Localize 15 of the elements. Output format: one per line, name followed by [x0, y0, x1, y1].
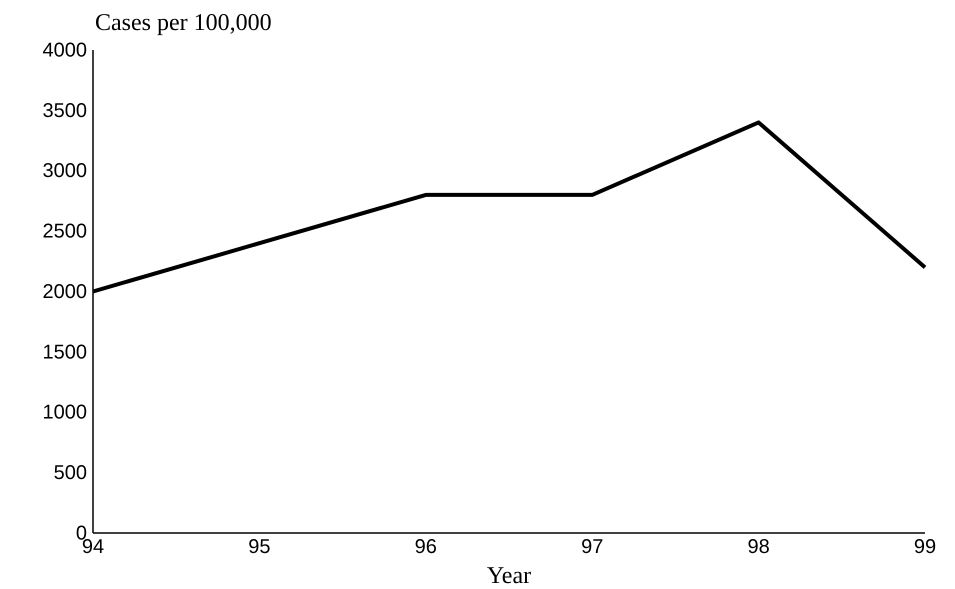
x-axis-title: Year	[486, 563, 532, 589]
y-tick-label: 1000	[42, 402, 87, 424]
y-tick-label: 3500	[42, 100, 87, 122]
x-tick-label: 97	[581, 536, 604, 558]
x-tick-label: 99	[914, 536, 936, 558]
y-axis-title: Cases per 100,000	[95, 10, 272, 36]
y-tick-label: 1500	[42, 341, 87, 364]
x-tick-label: 95	[248, 536, 271, 558]
y-tick-label: 500	[54, 462, 87, 484]
y-tick-label: 2500	[42, 220, 87, 243]
y-tick-label: 4000	[42, 39, 87, 62]
y-tick-label: 3000	[42, 160, 87, 182]
y-tick-label: 2000	[42, 280, 87, 303]
x-tick-label: 96	[414, 536, 437, 558]
x-tick-label: 98	[747, 536, 770, 558]
